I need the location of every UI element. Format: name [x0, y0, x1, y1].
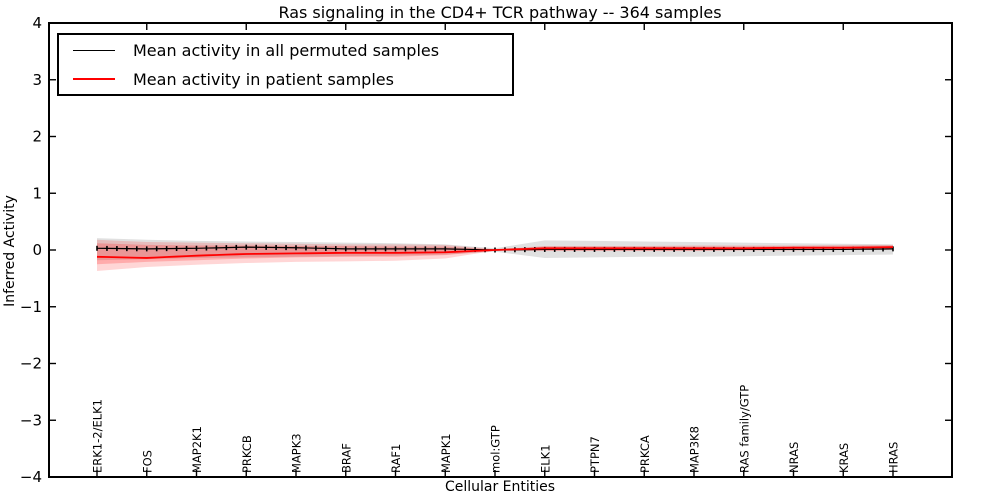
entity-label: ELK1	[538, 444, 552, 473]
permuted-line-swatch-icon	[73, 49, 115, 51]
entity-label: BRAF	[339, 443, 353, 473]
y-tick-label: −4	[20, 468, 42, 486]
y-tick-label: 4	[32, 14, 42, 32]
legend-label: Mean activity in patient samples	[133, 69, 394, 89]
legend-label: Mean activity in all permuted samples	[133, 40, 440, 60]
series-line-patient	[96, 246, 894, 259]
entity-label: RAS family/GTP	[737, 385, 751, 473]
entity-label: HRAS	[887, 442, 901, 473]
y-tick-label: 1	[32, 184, 42, 202]
entity-label: MAPK1	[439, 433, 453, 473]
legend: Mean activity in all permuted samples Me…	[57, 33, 514, 96]
entity-label: PTPN7	[588, 436, 602, 473]
y-tick-label: −1	[20, 298, 42, 316]
y-tick-label: 2	[32, 128, 42, 146]
entity-label: PRKCA	[638, 435, 652, 473]
patient-line-swatch-icon	[73, 78, 115, 80]
chart-title: Ras signaling in the CD4+ TCR pathway --…	[278, 3, 722, 22]
entity-label: KRAS	[837, 443, 851, 473]
entity-label: NRAS	[787, 442, 801, 473]
entity-label: PRKCB	[240, 435, 254, 473]
y-tick-label: −2	[20, 355, 42, 373]
entity-label: ERK1-2/ELK1	[91, 399, 105, 473]
legend-entry-permuted: Mean activity in all permuted samples	[59, 36, 512, 64]
y-axis-label: Inferred Activity	[2, 195, 18, 307]
y-tick-label: −3	[20, 411, 42, 429]
entity-label: FOS	[140, 450, 154, 473]
entity-label: MAP2K1	[190, 426, 204, 473]
entity-label: MAPK3	[290, 433, 304, 473]
legend-entry-patient: Mean activity in patient samples	[59, 65, 512, 93]
entity-label: RAF1	[389, 444, 403, 473]
entity-label: MAP3K8	[688, 426, 702, 473]
y-tick-label: 3	[32, 71, 42, 89]
entity-label: mol:GTP	[489, 425, 503, 473]
y-tick-label: 0	[32, 241, 42, 259]
x-axis-label: Cellular Entities	[444, 479, 556, 495]
